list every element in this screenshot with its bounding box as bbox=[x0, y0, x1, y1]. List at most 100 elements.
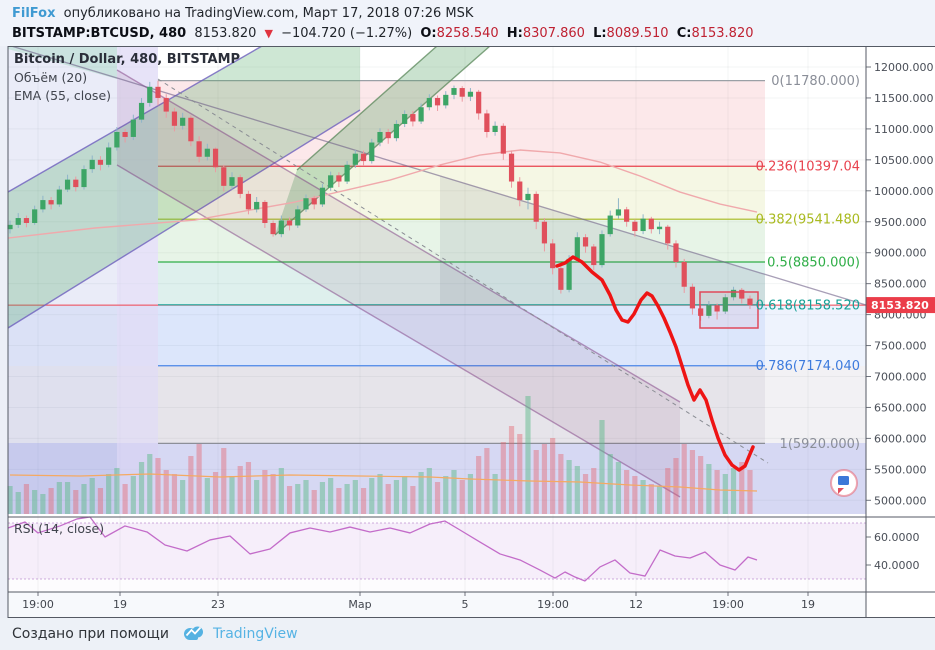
svg-text:5500.000: 5500.000 bbox=[874, 463, 927, 476]
volume-bar bbox=[204, 478, 210, 514]
candle-body bbox=[393, 123, 400, 139]
tradingview-brand-link[interactable]: TradingView bbox=[212, 626, 298, 642]
volume-bar bbox=[286, 486, 293, 514]
time-tick-label: Мар bbox=[348, 598, 371, 611]
volume-bar bbox=[303, 480, 309, 514]
candle-body bbox=[410, 114, 416, 122]
price-axis[interactable]: 12000.000 11500.000 11000.000 10500.000 1000… bbox=[866, 46, 935, 618]
candle-body bbox=[402, 114, 408, 124]
low-value: 8089.510 bbox=[606, 26, 669, 41]
candle-body bbox=[73, 179, 79, 188]
volume-bar bbox=[147, 454, 153, 514]
candle-body bbox=[303, 198, 309, 210]
volume-bar bbox=[40, 494, 46, 514]
consolidation-box bbox=[699, 291, 759, 329]
candle-body bbox=[665, 226, 671, 244]
candle-body bbox=[591, 246, 597, 266]
volume-bar bbox=[673, 458, 679, 514]
candle-body bbox=[656, 226, 663, 230]
volume-bar bbox=[615, 462, 622, 514]
candle-body bbox=[730, 289, 737, 298]
open-value: 8258.540 bbox=[436, 26, 499, 41]
candle-body bbox=[533, 193, 539, 222]
rsi-pane[interactable] bbox=[7, 516, 866, 582]
volume-bar bbox=[582, 474, 589, 514]
svg-text:8500.000: 8500.000 bbox=[874, 278, 927, 291]
svg-text:10000.000: 10000.000 bbox=[874, 185, 934, 198]
candle-body bbox=[278, 220, 284, 235]
volume-bar bbox=[278, 468, 284, 514]
svg-text:60.0000: 60.0000 bbox=[874, 531, 920, 544]
volume-bar bbox=[418, 472, 424, 514]
fib-label: 0.786(7174.040 bbox=[756, 359, 860, 374]
session-highlight bbox=[117, 46, 158, 514]
candle-body bbox=[385, 131, 391, 139]
candle-body bbox=[196, 141, 202, 157]
candle-body bbox=[147, 86, 153, 103]
chart-legend[interactable]: Bitcoin / Dollar, 480, BITSTAMP Объём (2… bbox=[14, 52, 240, 106]
volume-bar bbox=[533, 450, 539, 514]
price-chart-pane[interactable]: 0(11780.000) 0.236(10397.04 0.382(9541.480… bbox=[0, 46, 935, 618]
volume-bar bbox=[500, 442, 506, 514]
high-label: H: bbox=[506, 26, 523, 41]
legend-volume[interactable]: Объём (20) bbox=[14, 70, 88, 85]
time-axis[interactable]: 19:00 19 23 Мар 5 19:00 12 19:00 19 bbox=[22, 592, 815, 611]
symbol-label: BITSTAMP:BTCUSD, 480 bbox=[12, 26, 187, 41]
volume-bar bbox=[245, 462, 252, 514]
pane-borders bbox=[7, 46, 935, 618]
svg-text:5000.000: 5000.000 bbox=[874, 494, 927, 507]
volume-bar bbox=[722, 474, 728, 514]
volume-bar bbox=[459, 480, 465, 514]
svg-text:6500.000: 6500.000 bbox=[874, 401, 927, 414]
candle-body bbox=[15, 218, 21, 225]
candle-body bbox=[681, 261, 687, 287]
candle-body bbox=[582, 237, 589, 247]
volume-bar bbox=[212, 472, 219, 514]
volume-bar bbox=[81, 484, 87, 514]
candle-body bbox=[706, 305, 712, 316]
candle-body bbox=[467, 91, 474, 97]
volume-bar bbox=[23, 484, 30, 514]
volume-bar bbox=[632, 476, 638, 514]
candle-body bbox=[607, 215, 613, 235]
candle-body bbox=[319, 187, 326, 205]
svg-text:12000.000: 12000.000 bbox=[874, 61, 934, 74]
candle-body bbox=[434, 97, 441, 106]
volume-bar bbox=[114, 468, 120, 514]
volume-bar bbox=[739, 462, 745, 514]
rsi-legend[interactable]: RSI (14, close) bbox=[14, 521, 105, 536]
current-price-tag bbox=[866, 297, 935, 314]
legend-title[interactable]: Bitcoin / Dollar, 480, BITSTAMP bbox=[14, 52, 241, 67]
candle-body bbox=[188, 117, 194, 142]
volume-bar bbox=[574, 466, 580, 514]
legend-ema[interactable]: EMA (55, close) bbox=[14, 88, 112, 103]
candle-body bbox=[114, 131, 120, 148]
candle-body bbox=[714, 305, 720, 312]
candle-body bbox=[130, 119, 136, 137]
ticker-line: BITSTAMP:BTCUSD, 480 8153.820 ▼ −104.720… bbox=[12, 24, 935, 44]
volume-bar bbox=[48, 488, 54, 514]
candle-body bbox=[295, 209, 301, 226]
volume-bar bbox=[89, 478, 95, 514]
candle-body bbox=[550, 243, 556, 269]
volume-bar bbox=[270, 474, 276, 514]
volume-bars bbox=[7, 396, 758, 514]
annotations[interactable] bbox=[555, 255, 759, 472]
candle-body bbox=[632, 221, 638, 232]
candle-body bbox=[204, 148, 210, 157]
candle-body bbox=[245, 193, 252, 210]
volume-bar bbox=[319, 482, 326, 514]
candle-body bbox=[229, 177, 235, 186]
volume-bar bbox=[237, 466, 243, 514]
footer-text: Создано при помощи bbox=[12, 626, 169, 642]
svg-text:7000.000: 7000.000 bbox=[874, 371, 927, 384]
volume-bar bbox=[541, 444, 548, 514]
candle-body bbox=[286, 220, 293, 226]
svg-text:9000.000: 9000.000 bbox=[874, 247, 927, 260]
snapshot-header: FilFox опубликовано на TradingView.com, … bbox=[0, 0, 935, 46]
candle-body bbox=[426, 97, 432, 108]
volume-bar bbox=[15, 492, 21, 514]
volume-bar bbox=[558, 454, 564, 514]
volume-bar bbox=[467, 474, 474, 514]
